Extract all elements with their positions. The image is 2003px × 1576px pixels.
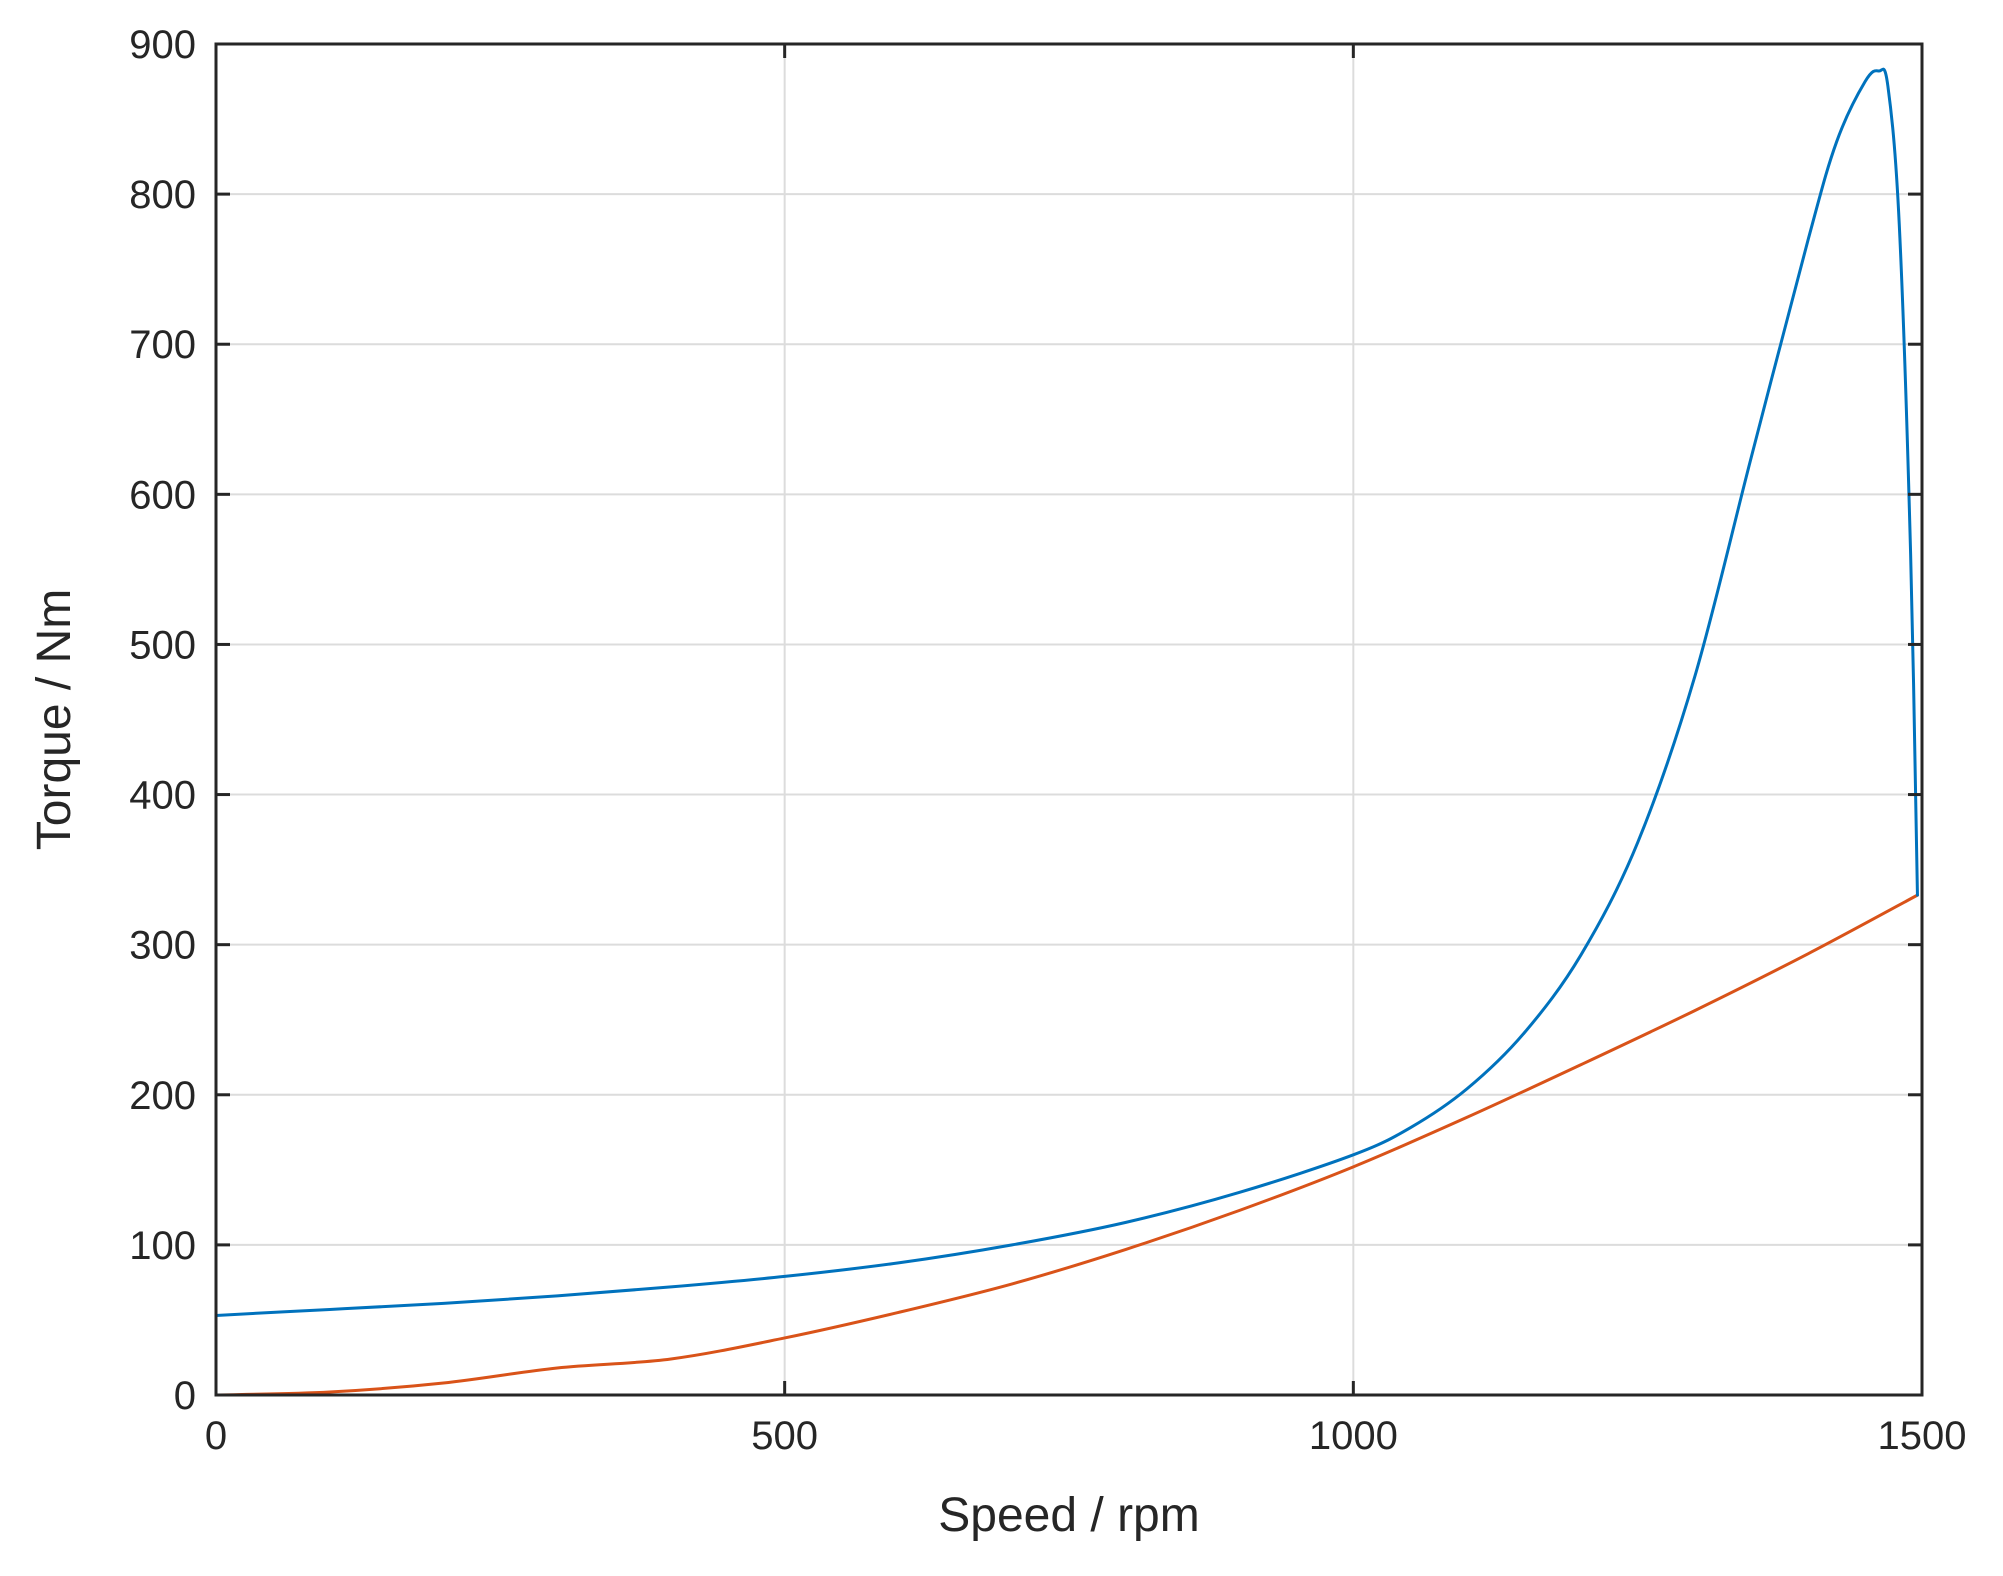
y-tick-label: 200 [129, 1074, 196, 1118]
y-tick-label: 100 [129, 1224, 196, 1268]
series-line-1 [214, 67, 1919, 1317]
grid-lines [216, 44, 1922, 1395]
y-tick-label: 500 [129, 623, 196, 667]
axis-ticks [214, 42, 1924, 1397]
plot-area-frame [214, 42, 1924, 1397]
y-tick-label: 0 [174, 1374, 196, 1418]
y-tick-label: 700 [129, 323, 196, 367]
series-line-2 [214, 893, 1919, 1397]
y-tick-label: 600 [129, 473, 196, 517]
y-tick-label: 900 [129, 23, 196, 67]
x-axis-title: Speed / rpm [938, 1489, 1199, 1542]
y-tick-label: 400 [129, 774, 196, 818]
tick-labels: 0 500 1000 1500 0 100 200 300 400 500 600 700 800 900 [129, 23, 1966, 1458]
x-tick-label: 1000 [1309, 1414, 1398, 1458]
y-tick-label: 300 [129, 924, 196, 968]
x-tick-label: 500 [751, 1414, 818, 1458]
y-axis-title: Torque / Nm [28, 589, 81, 850]
plot-series [214, 67, 1919, 1397]
x-tick-label: 0 [205, 1414, 227, 1458]
y-tick-label: 800 [129, 173, 196, 217]
x-tick-label: 1500 [1878, 1414, 1967, 1458]
